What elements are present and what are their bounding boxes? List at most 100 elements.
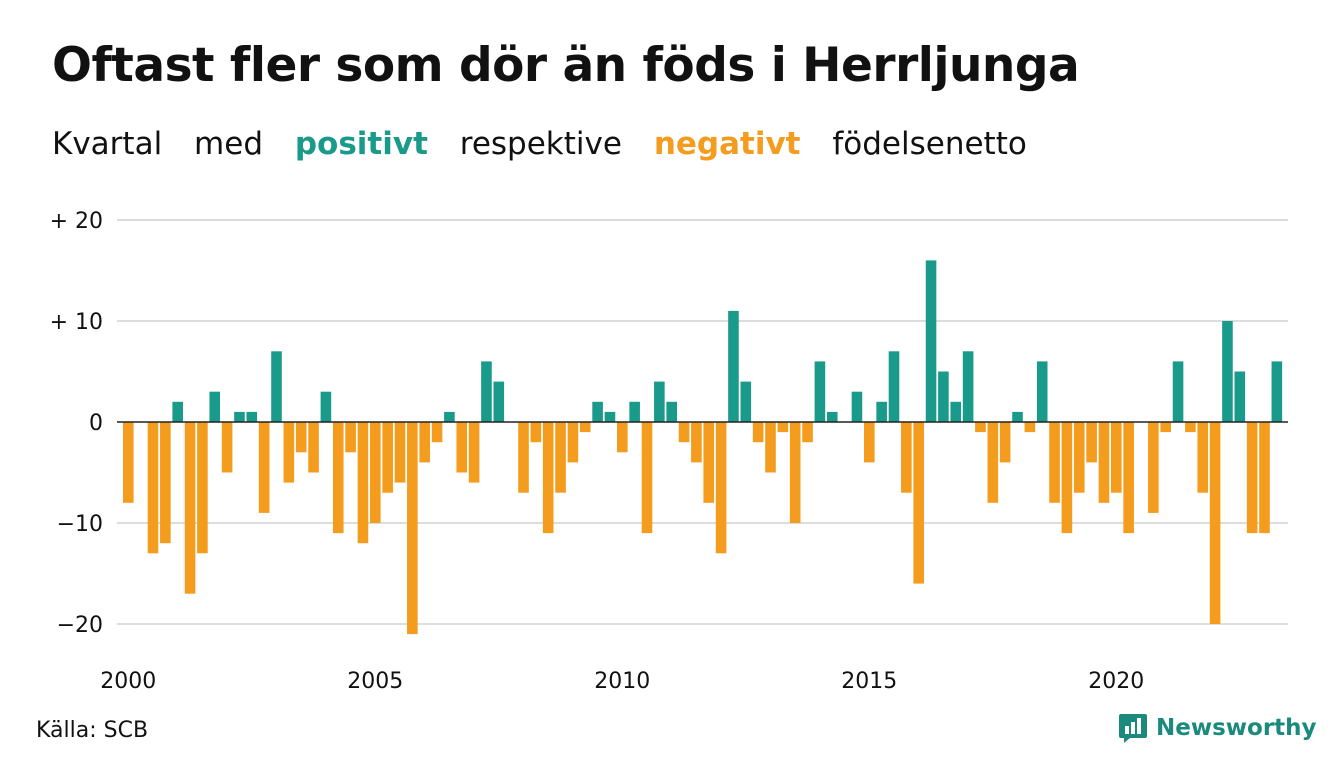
bar-negative (1123, 422, 1134, 534)
bar-negative (1246, 422, 1258, 534)
chart-subtitle: Kvartal med positivt respektive negativt… (52, 126, 1049, 162)
bar-positive (493, 381, 505, 422)
bar-negative (1185, 422, 1196, 433)
bar-positive (209, 391, 221, 422)
source-note: Källa: SCB (36, 718, 149, 743)
bar-negative (370, 422, 381, 523)
bar-negative (1061, 422, 1073, 534)
bar-negative (678, 422, 690, 443)
bar-positive (962, 351, 974, 422)
bar-negative (691, 422, 702, 463)
bar-negative (357, 422, 369, 544)
subtitle-word: respektive (459, 126, 622, 162)
bar-negative (765, 422, 776, 473)
bar-positive (1271, 361, 1283, 422)
bar-negative (431, 422, 443, 443)
bar-positive (234, 411, 245, 422)
bar-positive (1234, 371, 1246, 422)
bar-negative (1098, 422, 1110, 503)
bar-negative (987, 422, 999, 503)
x-tick-label: 2010 (594, 669, 650, 694)
y-tick-label: −20 (57, 613, 103, 638)
bar-positive (246, 411, 258, 422)
subtitle-word: med (194, 126, 263, 162)
bar-negative (518, 422, 529, 493)
bar-positive (950, 401, 962, 422)
bar-positive (444, 411, 455, 422)
bar-negative (802, 422, 813, 443)
bar-positive (172, 401, 183, 422)
bar-positive (814, 361, 826, 422)
bar-chart: + 20 + 10 0 −10 −20 2000 2005 2010 2015 2020 (50, 209, 1288, 694)
bar-positive (481, 361, 492, 422)
bar-positive (604, 411, 616, 422)
bar-negative (641, 422, 653, 534)
bar-negative (1049, 422, 1060, 503)
bar-negative (407, 422, 418, 635)
bar-positive (925, 260, 937, 422)
bar-positive (876, 401, 887, 422)
bar-positive (320, 391, 332, 422)
brand-logo: Newsworthy (1118, 712, 1317, 744)
bar-positive (666, 401, 677, 422)
subtitle-negative-label: negativt (653, 126, 801, 162)
bar-negative (901, 422, 912, 493)
bar-negative (184, 422, 196, 594)
bar-negative (530, 422, 542, 443)
bar-positive (728, 310, 739, 422)
bar-positive (888, 351, 900, 422)
bar-positive (826, 411, 838, 422)
bar-negative (394, 422, 406, 483)
bar-negative (382, 422, 393, 493)
bar-negative (419, 422, 430, 463)
bar-negative (456, 422, 468, 473)
subtitle-positive-label: positivt (294, 126, 428, 162)
y-tick-label: + 20 (50, 209, 103, 234)
bar-negative (789, 422, 801, 523)
bar-negative (160, 422, 171, 544)
bar-negative (1073, 422, 1085, 493)
bar-negative (295, 422, 307, 453)
bar-negative (345, 422, 356, 453)
subtitle-word: födelsenetto (832, 126, 1027, 162)
bar-positive (629, 401, 640, 422)
bar-negative (468, 422, 480, 483)
bar-negative (1086, 422, 1097, 463)
bar-positive (851, 391, 863, 422)
brand-name: Newsworthy (1156, 715, 1317, 741)
x-tick-label: 2020 (1088, 669, 1144, 694)
bar-negative (197, 422, 208, 554)
bar-negative (221, 422, 233, 473)
bar-negative (1160, 422, 1171, 433)
chart-title: Oftast fler som dör än föds i Herrljunga (52, 38, 1080, 93)
newsworthy-logo-icon (1119, 714, 1147, 743)
bar-negative (332, 422, 344, 534)
subtitle-word: Kvartal (52, 126, 163, 162)
bar-positive (1172, 361, 1184, 422)
bar-negative (703, 422, 715, 503)
y-tick-label: −10 (57, 512, 103, 537)
bar-positive (592, 401, 603, 422)
bar-negative (579, 422, 591, 433)
bar-negative (715, 422, 727, 554)
bar-negative (258, 422, 270, 513)
bar-negative (283, 422, 295, 483)
bar-negative (1024, 422, 1036, 433)
bar-positive (654, 381, 665, 422)
bar-positive (1222, 321, 1233, 422)
bar-negative (147, 422, 159, 554)
bar-negative (1111, 422, 1122, 493)
bar-positive (740, 381, 752, 422)
bar-negative (1197, 422, 1209, 493)
bar-negative (752, 422, 764, 443)
bar-negative (555, 422, 566, 493)
bar-negative (999, 422, 1011, 463)
x-tick-label: 2015 (841, 669, 897, 694)
y-tick-label: 0 (89, 411, 103, 436)
bar-negative (123, 422, 134, 503)
bar-positive (271, 351, 282, 422)
bar-negative (1209, 422, 1221, 624)
bar-negative (913, 422, 924, 584)
bar-negative (542, 422, 554, 534)
x-tick-label: 2000 (100, 669, 156, 694)
